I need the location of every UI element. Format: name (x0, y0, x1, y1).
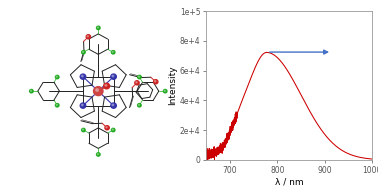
Ellipse shape (56, 104, 59, 107)
Ellipse shape (105, 84, 107, 86)
Ellipse shape (94, 87, 103, 96)
Ellipse shape (112, 51, 115, 54)
Ellipse shape (82, 51, 84, 52)
Ellipse shape (86, 35, 90, 39)
Ellipse shape (138, 75, 141, 79)
Y-axis label: Intensity: Intensity (168, 66, 177, 105)
Ellipse shape (97, 153, 98, 155)
Ellipse shape (96, 26, 100, 30)
Ellipse shape (104, 83, 110, 89)
Ellipse shape (82, 51, 85, 54)
Ellipse shape (82, 75, 83, 77)
Ellipse shape (112, 51, 113, 52)
Ellipse shape (153, 80, 158, 84)
Ellipse shape (80, 74, 86, 79)
Ellipse shape (112, 129, 113, 130)
Ellipse shape (138, 104, 139, 105)
Ellipse shape (80, 103, 86, 108)
Ellipse shape (138, 76, 139, 77)
Ellipse shape (112, 128, 115, 132)
Ellipse shape (112, 75, 114, 77)
Ellipse shape (106, 127, 107, 128)
Ellipse shape (87, 36, 88, 37)
Ellipse shape (96, 153, 100, 156)
Ellipse shape (105, 126, 109, 130)
X-axis label: λ / nm: λ / nm (275, 177, 304, 186)
Ellipse shape (82, 128, 85, 132)
Ellipse shape (135, 81, 139, 85)
Ellipse shape (111, 74, 116, 79)
Ellipse shape (155, 81, 156, 82)
Ellipse shape (29, 89, 33, 93)
Ellipse shape (30, 90, 31, 91)
Ellipse shape (163, 89, 167, 93)
Ellipse shape (164, 90, 165, 91)
Ellipse shape (97, 27, 98, 28)
Ellipse shape (111, 103, 116, 108)
Ellipse shape (136, 82, 137, 83)
Ellipse shape (96, 89, 99, 91)
Ellipse shape (56, 75, 59, 79)
Ellipse shape (112, 104, 114, 106)
Ellipse shape (138, 104, 141, 107)
Ellipse shape (82, 104, 83, 106)
Ellipse shape (82, 129, 84, 130)
Ellipse shape (56, 76, 57, 77)
Ellipse shape (56, 104, 57, 105)
